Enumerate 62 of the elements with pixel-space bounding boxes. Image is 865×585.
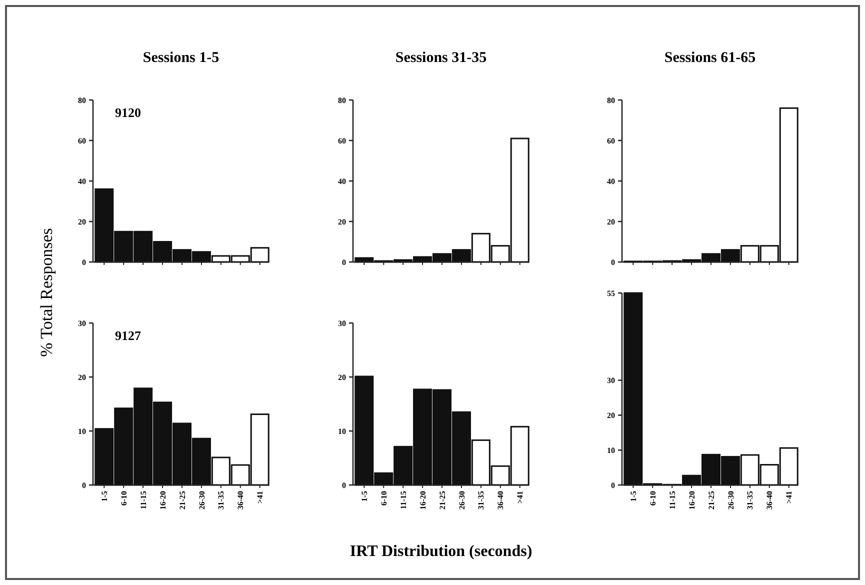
x-tick-label: 11-15 [668, 491, 677, 510]
x-tick-label: 1-5 [360, 491, 369, 502]
x-tick-label: 31-35 [746, 491, 755, 510]
x-tick-label: 31-35 [216, 491, 226, 510]
x-tick-label: 26-30 [197, 491, 206, 510]
x-tick-label: 16-20 [158, 491, 168, 510]
y-tick-label: 80 [607, 96, 615, 105]
y-tick-label: 0 [611, 258, 615, 267]
annotation: 9120 [115, 105, 141, 120]
y-tick-label: 40 [338, 176, 346, 186]
y-tick-label: 20 [338, 217, 346, 226]
x-tick-label: 21-25 [438, 491, 447, 510]
y-tick-label: 0 [82, 258, 86, 267]
x-tick-label: 6-10 [119, 491, 128, 506]
x-tick-label: 31-35 [476, 491, 486, 510]
y-tick-label: 20 [338, 372, 346, 382]
x-tick-label: 11-15 [398, 491, 408, 510]
y-tick-label: 80 [78, 96, 86, 105]
y-tick-label: 60 [607, 136, 615, 146]
y-tick-label: 30 [78, 318, 86, 328]
y-tick-label: 10 [607, 446, 615, 455]
x-tick-label: 21-25 [178, 491, 187, 510]
y-tick-label: 60 [78, 136, 86, 146]
x-tick-label: 36-40 [496, 491, 506, 510]
y-tick-label: 80 [338, 96, 346, 105]
x-tick-label: 6-10 [379, 491, 388, 506]
y-tick-label: 30 [607, 376, 615, 386]
y-axis-title: % Total Responses [37, 228, 56, 357]
y-tick-label: 30 [338, 318, 346, 328]
x-tick-label: 26-30 [457, 491, 466, 510]
chart-title: Sessions 1-5 [142, 50, 220, 66]
annotation: 9127 [115, 328, 142, 343]
y-tick-label: 55 [607, 288, 615, 298]
x-tick-label: >41 [256, 491, 265, 504]
y-tick-label: 10 [78, 426, 86, 436]
y-tick-label: 40 [78, 176, 86, 186]
y-tick-label: 0 [82, 480, 86, 490]
chart-title: Sessions 31-35 [395, 50, 487, 66]
x-tick-label: 36-40 [236, 491, 246, 510]
x-tick-label: 1-5 [100, 491, 109, 502]
x-tick-label: 6-10 [648, 491, 658, 506]
y-tick-label: 60 [338, 136, 346, 146]
y-tick-label: 20 [78, 372, 86, 382]
x-tick-label: 16-20 [418, 491, 428, 510]
x-tick-label: 16-20 [687, 491, 696, 510]
y-tick-label: 0 [342, 480, 346, 490]
y-tick-label: 40 [607, 176, 615, 186]
y-tick-label: 10 [338, 426, 346, 436]
x-tick-label: 21-25 [706, 491, 716, 510]
x-tick-label: 26-30 [726, 491, 736, 510]
x-axis-title: IRT Distribution (seconds) [350, 543, 532, 560]
x-tick-label: >41 [516, 491, 525, 504]
x-tick-label: 1-5 [628, 491, 638, 502]
x-tick-label: 36-40 [765, 491, 774, 510]
y-tick-label: 0 [342, 258, 346, 267]
chart-title: Sessions 61-65 [664, 50, 756, 66]
y-tick-label: 20 [78, 217, 86, 226]
x-tick-label: >41 [784, 491, 794, 504]
x-tick-label: 11-15 [138, 491, 148, 510]
y-tick-label: 20 [607, 410, 615, 420]
y-tick-label: 20 [607, 217, 615, 226]
y-tick-label: 0 [611, 480, 615, 490]
